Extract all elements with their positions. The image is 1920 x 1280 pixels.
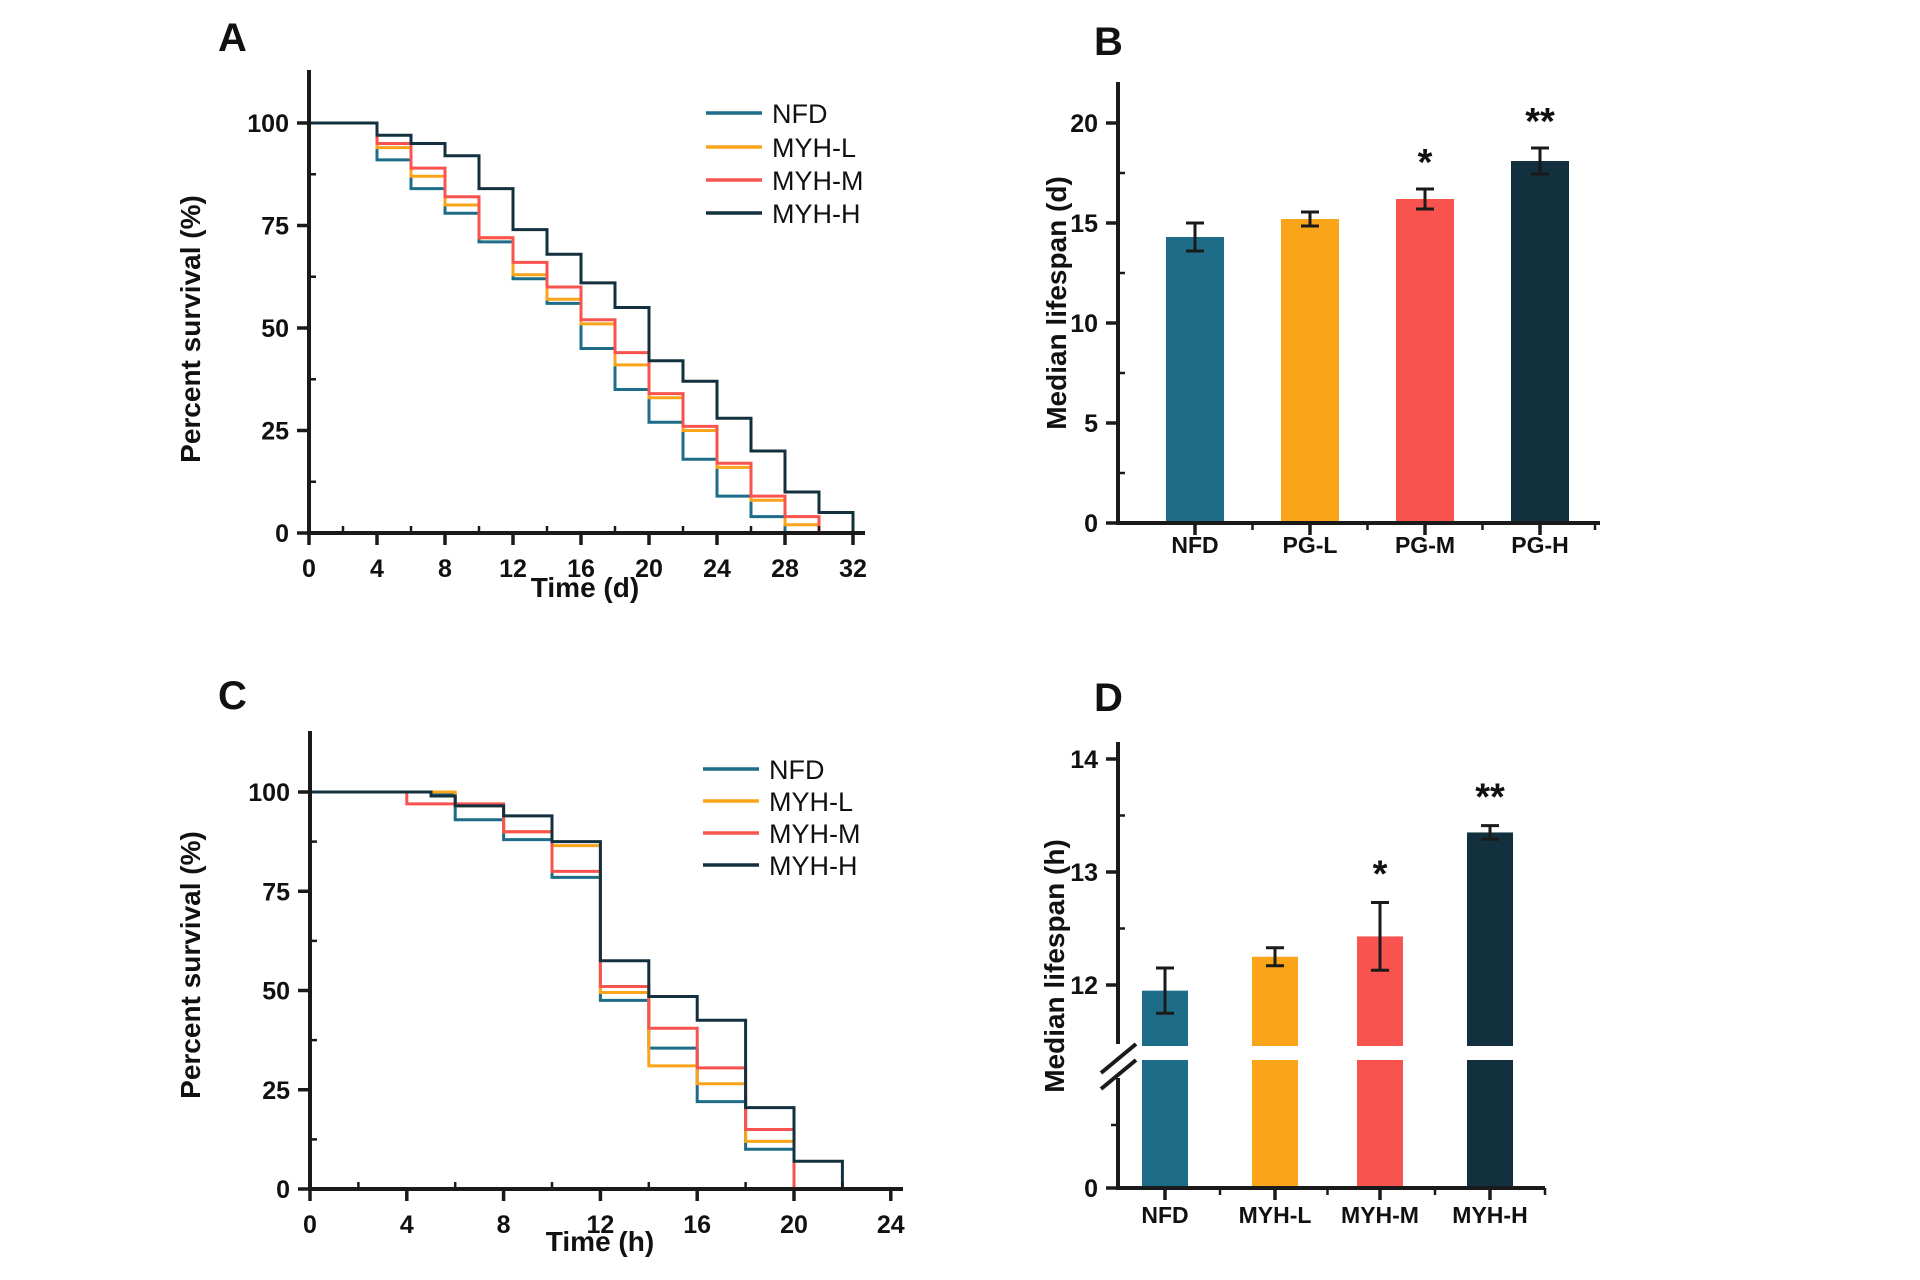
x-tick-label: 0 (302, 555, 316, 583)
significance-marker: * (1418, 142, 1433, 184)
panel-c-ylabel: Percent survival (%) (175, 831, 206, 1099)
category-label: MYH-M (1341, 1202, 1419, 1228)
series-myh-h (310, 790, 844, 1189)
y-tick-label: 15 (1070, 210, 1098, 238)
y-tick-label: 75 (261, 213, 289, 241)
panel-b-ylabel: Median lifespan (d) (1041, 176, 1072, 430)
y-tick-label: 12 (1070, 972, 1098, 1000)
bar-pg-l (1281, 219, 1339, 523)
panel-a-xlabel: Time (d) (530, 572, 640, 603)
panel-a-letter: A (218, 16, 247, 60)
series-nfd (309, 121, 787, 533)
legend-label: MYH-M (772, 166, 863, 196)
x-tick-label: 8 (497, 1211, 511, 1239)
x-tick-label: 4 (400, 1211, 414, 1239)
panel-b-letter: B (1094, 20, 1123, 64)
category-label: PG-M (1395, 532, 1455, 558)
panel-c-xlabel: Time (h) (545, 1226, 655, 1257)
x-tick-label: 24 (877, 1211, 905, 1239)
x-tick-label: 16 (567, 555, 595, 583)
series-myh-h (309, 121, 855, 533)
y-tick-label: 100 (248, 779, 290, 807)
x-tick-label: 8 (438, 555, 452, 583)
y-tick-label: 50 (262, 978, 290, 1006)
category-label: MYH-L (1239, 1202, 1312, 1228)
x-tick-label: 4 (370, 555, 384, 583)
y-tick-label: 0 (275, 520, 289, 548)
series-myh-m (309, 121, 821, 533)
legend-label: NFD (772, 99, 828, 129)
panel-d-letter: D (1094, 676, 1123, 720)
x-tick-label: 20 (635, 555, 663, 583)
bar-myh-m-lower (1357, 1060, 1403, 1188)
y-tick-label: 0 (1084, 510, 1098, 538)
x-tick-label: 0 (303, 1211, 317, 1239)
y-tick-label: 5 (1084, 410, 1098, 438)
bar-myh-l-lower (1252, 1060, 1298, 1188)
category-label: NFD (1141, 1202, 1188, 1228)
series-myh-m (310, 790, 796, 1189)
x-tick-label: 32 (839, 555, 867, 583)
y-tick-label: 25 (261, 418, 289, 446)
category-label: MYH-H (1452, 1202, 1527, 1228)
significance-marker: ** (1525, 101, 1555, 143)
bar-nfd (1166, 237, 1224, 523)
y-tick-label: 0 (1084, 1175, 1098, 1203)
y-tick-label: 14 (1070, 746, 1098, 774)
x-tick-label: 28 (771, 555, 799, 583)
panel-a-ylabel: Percent survival (%) (175, 195, 206, 463)
legend-label: NFD (769, 755, 825, 785)
category-label: PG-H (1511, 532, 1569, 558)
y-tick-label: 25 (262, 1077, 290, 1105)
series-myh-l (309, 121, 821, 533)
category-label: PG-L (1283, 532, 1338, 558)
y-tick-label: 10 (1070, 310, 1098, 338)
bar-myh-l-upper (1252, 956, 1298, 1046)
panel-d-plot: NFD MYH-L * MYH-M ** MYH-H 12 13 14 0 (1070, 742, 1547, 1228)
legend-label: MYH-H (769, 851, 858, 881)
x-tick-label: 12 (586, 1211, 614, 1239)
legend-label: MYH-M (769, 819, 860, 849)
bar-pg-h (1511, 161, 1569, 523)
category-label: NFD (1171, 532, 1218, 558)
significance-marker: * (1373, 854, 1388, 896)
x-tick-label: 12 (499, 555, 527, 583)
y-tick-label: 75 (262, 878, 290, 906)
y-tick-label: 20 (1070, 110, 1098, 138)
y-tick-label: 0 (276, 1176, 290, 1204)
significance-marker: ** (1475, 777, 1505, 819)
legend-label: MYH-L (772, 133, 856, 163)
y-tick-label: 50 (261, 315, 289, 343)
bar-nfd-lower (1142, 1060, 1188, 1188)
panel-b-plot: NFD PG-L * PG-M ** PG-H 0 5 10 15 20 (1070, 82, 1600, 558)
panel-d-ylabel: Median lifespan (h) (1039, 839, 1070, 1093)
x-tick-label: 24 (703, 555, 731, 583)
x-tick-label: 20 (780, 1211, 808, 1239)
panel-a-plot: 0 4 8 12 16 20 24 28 32 0 25 50 75 100 NFD MYH-LMYH-MMY… (247, 70, 867, 583)
y-tick-label: 13 (1070, 859, 1098, 887)
bar-myh-h-upper (1467, 832, 1513, 1046)
x-tick-label: 16 (683, 1211, 711, 1239)
y-tick-label: 100 (247, 110, 289, 138)
panel-c-letter: C (218, 674, 247, 718)
bar-myh-h-lower (1467, 1060, 1513, 1188)
bar-pg-m (1396, 199, 1454, 523)
legend-label: MYH-L (769, 787, 853, 817)
legend-label: MYH-H (772, 199, 861, 229)
